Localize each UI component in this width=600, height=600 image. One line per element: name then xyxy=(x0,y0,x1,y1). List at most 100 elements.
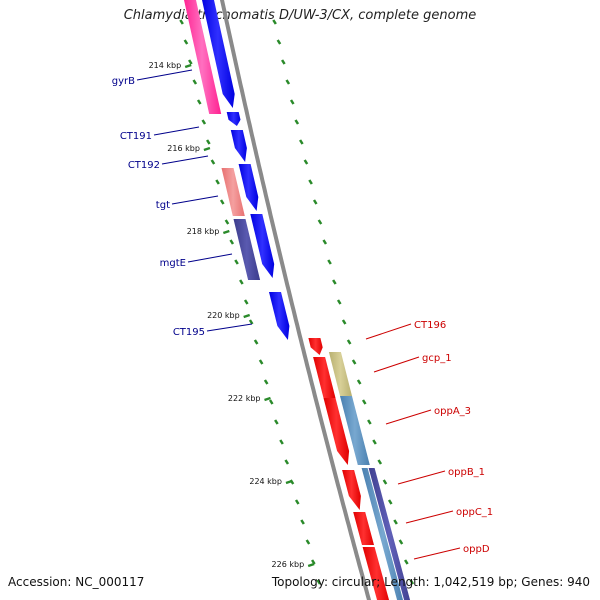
tick-dot-inner xyxy=(188,59,193,65)
label-leader-line xyxy=(171,195,219,205)
tick-dot-inner xyxy=(192,79,198,85)
tick-dot-inner xyxy=(294,499,300,505)
kbp-label: 226 kbp xyxy=(272,560,305,569)
forward-gene-CT191-arrow xyxy=(226,112,241,126)
gene-label-gyrB: gyrB xyxy=(112,76,135,87)
cog-block-oppB-oppD xyxy=(361,468,404,600)
kbp-label: 214 kbp xyxy=(149,61,182,70)
tick-dot-inner xyxy=(224,219,230,225)
forward-gene-CT195-arrow xyxy=(269,292,290,340)
reverse-gene-CT196-arrow xyxy=(308,338,323,355)
gene-label-mgtE: mgtE xyxy=(160,258,186,269)
reverse-gene-oppC_1 xyxy=(353,512,374,545)
tick-dot-outer xyxy=(281,59,286,65)
cog-block-mgtE xyxy=(233,219,261,280)
gene-label-oppB_1: oppB_1 xyxy=(448,467,485,478)
kbp-tick xyxy=(264,396,271,402)
genome-summary-text: Topology: circular; Length: 1,042,519 bp… xyxy=(271,575,590,589)
tick-dot-inner xyxy=(263,379,269,385)
gene-label-CT196: CT196 xyxy=(414,320,446,331)
tick-dot-outer xyxy=(336,299,342,305)
tick-dot-inner xyxy=(311,559,316,565)
label-leader-line xyxy=(187,253,233,263)
tick-dot-outer xyxy=(351,359,357,365)
gene-label-tgt: tgt xyxy=(156,200,170,211)
tick-dot-inner xyxy=(196,99,202,105)
tick-dot-outer xyxy=(361,399,367,405)
tick-dot-inner xyxy=(279,439,284,445)
kbp-tick xyxy=(203,146,211,152)
tick-dot-inner xyxy=(253,339,259,345)
label-leader-line xyxy=(385,409,432,425)
tick-dot-inner xyxy=(305,539,311,545)
reverse-gene-oppB_1-arrow xyxy=(342,470,361,510)
kbp-tick xyxy=(285,479,293,485)
tick-dot-outer xyxy=(303,159,309,165)
label-leader-line xyxy=(373,356,420,373)
tick-dot-outer xyxy=(387,499,393,505)
tick-dot-outer xyxy=(372,439,377,445)
kbp-tick xyxy=(307,562,315,568)
tick-dot-outer xyxy=(332,279,337,285)
accession-text: Accession: NC_000117 xyxy=(8,575,145,589)
label-leader-line xyxy=(136,69,193,81)
tick-dot-outer xyxy=(346,339,352,345)
tick-dot-inner xyxy=(206,139,211,145)
gene-label-gcp_1: gcp_1 xyxy=(422,353,452,364)
forward-gene-tgt-arrow xyxy=(238,164,259,211)
tick-dot-outer xyxy=(393,519,398,525)
reverse-gene-gcp_1 xyxy=(313,357,336,398)
genome-backbone xyxy=(219,0,372,600)
kbp-tick xyxy=(222,229,230,235)
tick-dot-inner xyxy=(268,399,274,405)
cog-block-opp-indigo xyxy=(368,468,411,600)
gene-label-CT192: CT192 xyxy=(128,160,160,171)
kbp-label: 220 kbp xyxy=(207,311,240,320)
tick-dot-outer xyxy=(312,199,318,205)
gene-label-CT195: CT195 xyxy=(173,327,205,338)
gene-label-oppA_3: oppA_3 xyxy=(434,406,471,417)
tick-dot-inner xyxy=(300,519,305,525)
tick-dot-outer xyxy=(404,559,409,565)
tick-dot-inner xyxy=(183,39,189,45)
tick-dot-outer xyxy=(367,419,372,425)
kbp-label: 224 kbp xyxy=(249,477,282,486)
tick-dot-outer xyxy=(272,19,277,25)
tick-dot-outer xyxy=(327,259,332,265)
tick-dot-inner xyxy=(219,199,225,205)
tick-dot-inner xyxy=(234,259,239,265)
tick-dot-inner xyxy=(258,359,264,365)
kbp-tick xyxy=(184,63,192,69)
cog-block-oppA_3 xyxy=(340,396,370,465)
forward-gene-mgtE-arrow xyxy=(250,214,275,278)
tick-dot-outer xyxy=(409,579,415,585)
kbp-label: 222 kbp xyxy=(228,394,261,403)
tick-dot-outer xyxy=(289,99,295,105)
tick-dot-inner xyxy=(229,239,235,245)
cog-block-gyrB xyxy=(184,0,222,114)
label-leader-line xyxy=(206,323,253,332)
reverse-gene-oppA_3-arrow xyxy=(323,398,350,465)
tick-dot-outer xyxy=(317,219,323,225)
label-leader-line xyxy=(405,510,454,524)
tick-dot-outer xyxy=(341,319,347,325)
tick-dot-inner xyxy=(274,419,279,425)
tick-dot-inner xyxy=(248,319,254,325)
tick-dot-inner xyxy=(316,579,322,585)
label-leader-line xyxy=(365,323,412,340)
kbp-label: 218 kbp xyxy=(187,227,220,236)
tick-dot-outer xyxy=(377,459,383,465)
reverse-gene-oppD xyxy=(362,547,390,600)
label-leader-line xyxy=(153,126,200,136)
gene-label-CT191: CT191 xyxy=(120,131,152,142)
kbp-tick xyxy=(243,313,251,319)
tick-dot-outer xyxy=(276,39,282,45)
tick-dot-inner xyxy=(215,179,220,185)
tick-dot-outer xyxy=(308,179,313,185)
tick-dot-outer xyxy=(285,79,291,85)
forward-gene-CT192-arrow xyxy=(230,130,247,162)
tick-dot-outer xyxy=(382,479,388,485)
forward-gene-gyrB-arrow xyxy=(202,0,235,108)
label-leader-line xyxy=(161,155,209,165)
label-leader-line xyxy=(397,470,446,485)
